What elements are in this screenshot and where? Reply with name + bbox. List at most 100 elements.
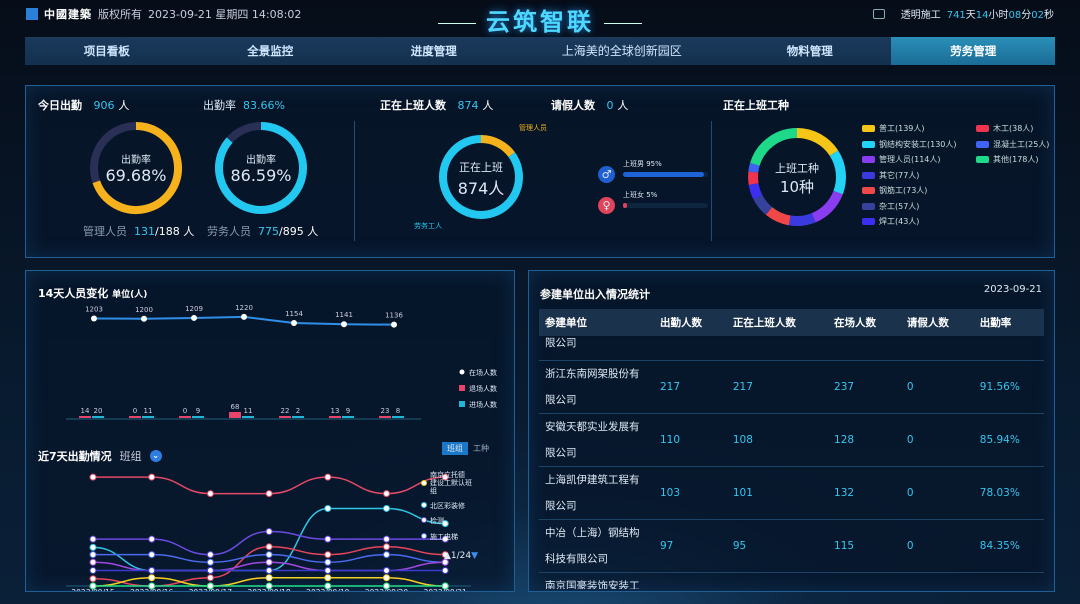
legend-item[interactable]: 钢结构安装工(130人) bbox=[862, 137, 976, 153]
fullscreen-icon[interactable] bbox=[872, 8, 885, 19]
tab-materials[interactable]: 物料管理 bbox=[786, 44, 833, 58]
tab-panorama[interactable]: 全景监控 bbox=[247, 44, 294, 58]
table-row[interactable]: 上海凯伊建筑工程有限公司 103 101 132 0 78.03% bbox=[539, 466, 1044, 520]
data-point[interactable] bbox=[383, 551, 390, 559]
bar[interactable] bbox=[292, 416, 304, 418]
data-point[interactable] bbox=[341, 321, 347, 328]
data-point[interactable] bbox=[383, 566, 390, 574]
data-point[interactable] bbox=[291, 320, 297, 327]
bar[interactable] bbox=[92, 416, 104, 418]
data-point[interactable] bbox=[441, 535, 449, 543]
legend-label[interactable]: 北区彩装修 bbox=[430, 501, 465, 510]
legend-item[interactable]: 其它(77人) bbox=[862, 168, 976, 184]
data-point[interactable] bbox=[324, 551, 332, 559]
legend-label[interactable]: 在场人数 bbox=[469, 368, 497, 377]
bar[interactable] bbox=[279, 416, 291, 418]
data-point[interactable] bbox=[89, 582, 97, 590]
data-point[interactable] bbox=[206, 558, 214, 566]
data-point[interactable] bbox=[441, 558, 449, 566]
legend-label[interactable]: 南京立托德建设工默认班组 bbox=[430, 470, 472, 495]
data-point[interactable] bbox=[383, 574, 390, 582]
data-point[interactable] bbox=[206, 574, 214, 582]
data-point[interactable] bbox=[324, 558, 332, 566]
data-point[interactable] bbox=[265, 566, 273, 574]
table-row[interactable]: 浙江东南网架股份有限公司 217 217 237 0 91.56% bbox=[539, 360, 1044, 414]
page-up-icon[interactable]: ▲ bbox=[444, 551, 451, 561]
data-point[interactable] bbox=[148, 582, 156, 590]
tab-project-board[interactable]: 项目看板 bbox=[83, 44, 130, 58]
legend-item[interactable]: 杂工(57人) bbox=[862, 199, 976, 215]
data-point[interactable] bbox=[391, 321, 397, 328]
data-point[interactable] bbox=[383, 535, 390, 543]
bar[interactable] bbox=[129, 416, 141, 418]
data-point[interactable] bbox=[148, 551, 156, 559]
data-point[interactable] bbox=[141, 315, 147, 322]
legend-item[interactable]: 其他(178人) bbox=[976, 152, 1054, 168]
legend-label[interactable]: 退场人数 bbox=[469, 384, 497, 393]
data-point[interactable] bbox=[89, 566, 97, 574]
legend-item[interactable]: 普工(139人) bbox=[862, 121, 976, 137]
data-point[interactable] bbox=[265, 528, 273, 536]
data-point[interactable] bbox=[324, 566, 332, 574]
bar[interactable] bbox=[242, 416, 254, 418]
data-point[interactable] bbox=[265, 490, 273, 498]
table-row[interactable]: 中冶（上海）钢结构科技有限公司 97 95 115 0 84.35% bbox=[539, 519, 1044, 573]
data-point[interactable] bbox=[89, 551, 97, 559]
table-row[interactable]: 安徽天都实业发展有限公司 110 108 128 0 85.94% bbox=[539, 413, 1044, 467]
data-point[interactable] bbox=[148, 473, 156, 481]
data-point[interactable] bbox=[441, 520, 449, 528]
data-point[interactable] bbox=[265, 543, 273, 551]
data-point[interactable] bbox=[324, 473, 332, 481]
data-point[interactable] bbox=[206, 566, 214, 574]
legend-item[interactable]: 混凝土工(25人) bbox=[976, 137, 1054, 153]
bar[interactable] bbox=[392, 416, 404, 418]
data-point[interactable] bbox=[324, 504, 332, 512]
data-point[interactable] bbox=[148, 574, 156, 582]
data-point[interactable] bbox=[383, 504, 390, 512]
data-point[interactable] bbox=[441, 566, 449, 574]
bar[interactable] bbox=[379, 415, 391, 418]
group-selector[interactable]: 班组 bbox=[119, 450, 142, 463]
toggle-worktype[interactable]: 工种 bbox=[473, 444, 489, 453]
data-point[interactable] bbox=[89, 473, 97, 481]
data-point[interactable] bbox=[441, 473, 449, 481]
data-point[interactable] bbox=[89, 575, 97, 583]
data-point[interactable] bbox=[241, 313, 247, 320]
chevron-down-icon[interactable]: ⌄ bbox=[149, 450, 162, 462]
toggle-group[interactable]: 班组 bbox=[442, 442, 468, 455]
legend-label[interactable]: 进场人数 bbox=[469, 400, 497, 409]
bar[interactable] bbox=[142, 416, 154, 418]
data-point[interactable] bbox=[206, 582, 214, 590]
data-point[interactable] bbox=[383, 582, 390, 590]
data-point[interactable] bbox=[324, 535, 332, 543]
data-point[interactable] bbox=[265, 551, 273, 559]
data-point[interactable] bbox=[206, 551, 214, 559]
bar[interactable] bbox=[342, 416, 354, 418]
data-point[interactable] bbox=[265, 582, 273, 590]
data-point[interactable] bbox=[89, 535, 97, 543]
legend-item[interactable]: 钢筋工(73人) bbox=[862, 183, 976, 199]
data-point[interactable] bbox=[265, 574, 273, 582]
data-point[interactable] bbox=[148, 535, 156, 543]
data-point[interactable] bbox=[89, 543, 97, 551]
units-table-wrap[interactable]: 参建单位 出勤人数 正在上班人数 在场人数 请假人数 出勤率 限公司 浙江东南网架股份有限… bbox=[539, 309, 1044, 589]
bar[interactable] bbox=[229, 412, 241, 418]
data-point[interactable] bbox=[148, 566, 156, 574]
data-point[interactable] bbox=[265, 558, 273, 566]
data-point[interactable] bbox=[91, 315, 97, 322]
data-point[interactable] bbox=[383, 543, 390, 551]
data-point[interactable] bbox=[441, 582, 449, 590]
bar[interactable] bbox=[79, 416, 91, 418]
legend-item[interactable]: 木工(38人) bbox=[976, 121, 1054, 137]
data-point[interactable] bbox=[89, 558, 97, 566]
data-point[interactable] bbox=[383, 490, 390, 498]
legend-item[interactable]: 管理人员(114人) bbox=[862, 152, 976, 168]
data-point[interactable] bbox=[441, 551, 449, 559]
bar[interactable] bbox=[179, 416, 191, 418]
data-point[interactable] bbox=[191, 314, 197, 321]
page-down-icon[interactable]: ▼ bbox=[471, 551, 479, 561]
bar[interactable] bbox=[192, 416, 204, 418]
data-point[interactable] bbox=[324, 574, 332, 582]
tab-labor[interactable]: 劳务管理 bbox=[891, 37, 1055, 65]
legend-label[interactable]: 检测 bbox=[430, 516, 444, 525]
